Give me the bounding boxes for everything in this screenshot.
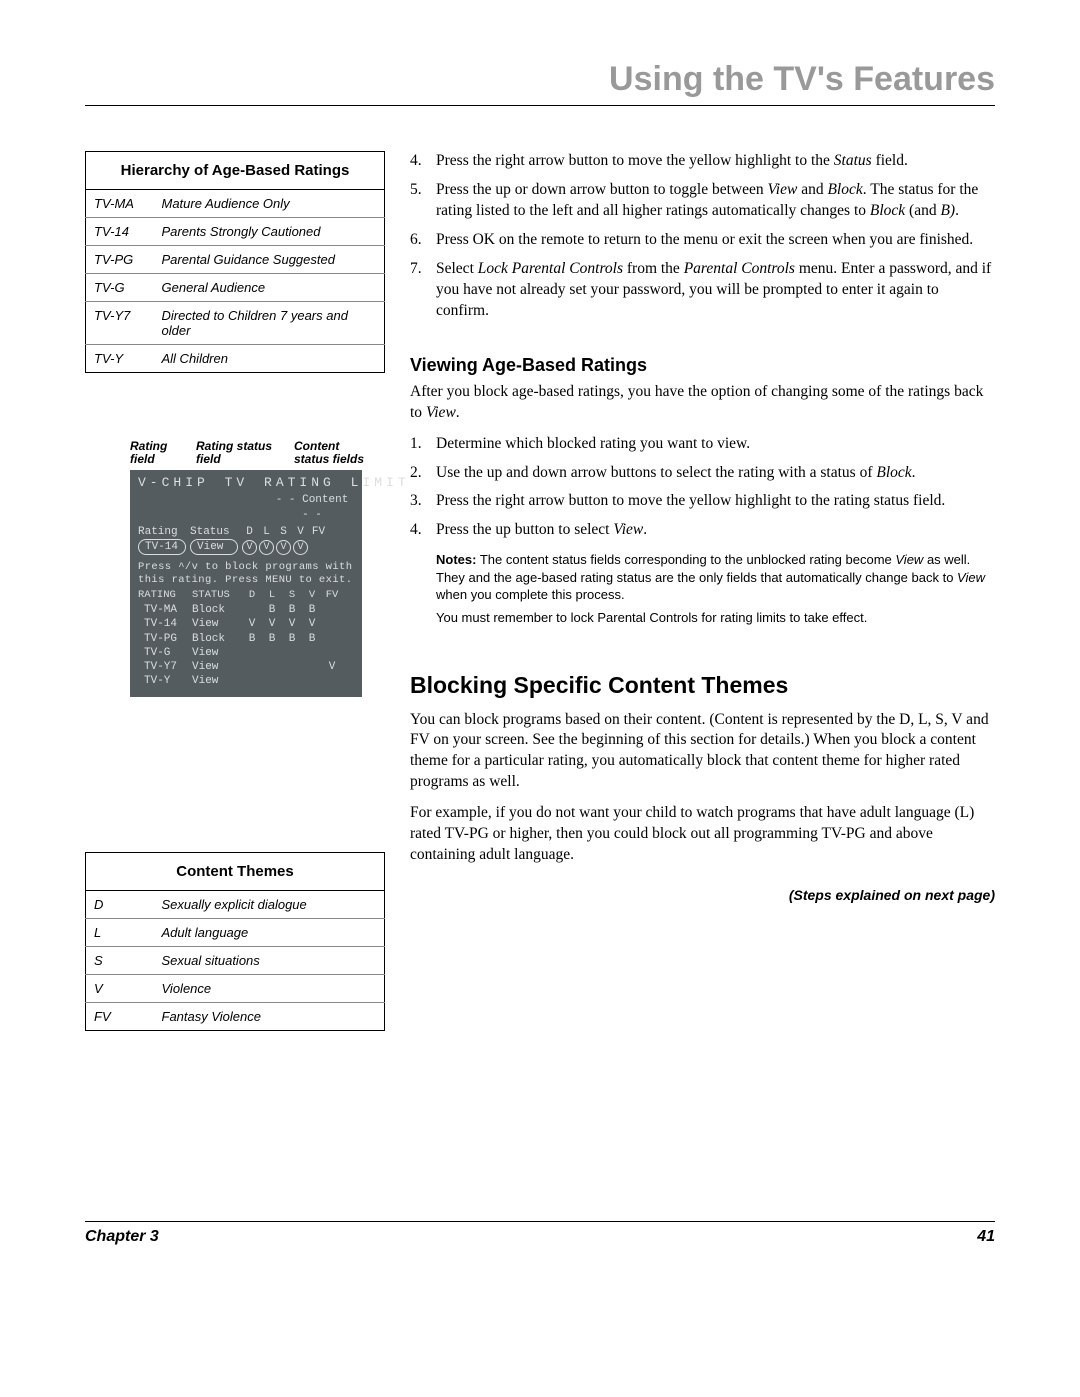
step-item: 4. Press the right arrow button to move … xyxy=(410,151,995,172)
horizontal-rule xyxy=(85,105,995,106)
table-header: Hierarchy of Age-Based Ratings xyxy=(86,152,385,190)
step-item: 4. Press the up button to select View. xyxy=(410,520,995,541)
diagram-label: Rating field xyxy=(130,440,186,466)
hierarchy-table: Hierarchy of Age-Based Ratings TV-MAMatu… xyxy=(85,151,385,373)
notes-block: Notes: The content status fields corresp… xyxy=(436,551,995,626)
table-row: TV-PGParental Guidance Suggested xyxy=(86,246,385,274)
step-item: 3. Press the right arrow button to move … xyxy=(410,491,995,512)
paragraph: After you block age-based ratings, you h… xyxy=(410,382,995,424)
paragraph: You can block programs based on their co… xyxy=(410,710,995,794)
table-row: TV-14Parents Strongly Cautioned xyxy=(86,218,385,246)
steps-continued-note: (Steps explained on next page) xyxy=(410,886,995,905)
table-row: VViolence xyxy=(86,974,385,1002)
vchip-screen: V-CHIP TV RATING LIMIT - - Content - - R… xyxy=(130,470,362,696)
table-row: TV-YAll Children xyxy=(86,345,385,373)
table-row: TV-GGeneral Audience xyxy=(86,274,385,302)
table-row: DSexually explicit dialogue xyxy=(86,890,385,918)
steps-list: 4. Press the right arrow button to move … xyxy=(410,151,995,321)
vchip-selected-status: View xyxy=(190,539,238,555)
steps-list: 1. Determine which blocked rating you wa… xyxy=(410,434,995,542)
step-item: 5. Press the up or down arrow button to … xyxy=(410,180,995,222)
footer-chapter: Chapter 3 xyxy=(85,1228,159,1246)
table-header: Content Themes xyxy=(86,852,385,890)
vchip-row: TV-PGBlockBBBB xyxy=(138,632,354,646)
vchip-row: TV-Y7ViewV xyxy=(138,660,354,674)
step-item: 7. Select Lock Parental Controls from th… xyxy=(410,259,995,322)
step-item: 1. Determine which blocked rating you wa… xyxy=(410,434,995,455)
table-row: LAdult language xyxy=(86,918,385,946)
content-themes-table: Content Themes DSexually explicit dialog… xyxy=(85,852,385,1031)
vchip-row: TV-MABlockBBB xyxy=(138,603,354,617)
diagram-label: Rating status field xyxy=(196,440,284,466)
table-row: FVFantasy Violence xyxy=(86,1002,385,1030)
table-row: TV-Y7Directed to Children 7 years and ol… xyxy=(86,302,385,345)
vchip-row: TV-14ViewVVVV xyxy=(138,617,354,631)
section-heading: Viewing Age-Based Ratings xyxy=(410,353,995,377)
vchip-selected-rating: TV-14 xyxy=(138,539,186,555)
vchip-diagram: Rating field Rating status field Content… xyxy=(85,440,385,697)
footer-page-number: 41 xyxy=(977,1228,995,1246)
section-heading: Blocking Specific Content Themes xyxy=(410,670,995,701)
vchip-row: TV-GView xyxy=(138,646,354,660)
table-row: SSexual situations xyxy=(86,946,385,974)
paragraph: For example, if you do not want your chi… xyxy=(410,803,995,866)
diagram-label: Content status fields xyxy=(294,440,374,466)
page-title: Using the TV's Features xyxy=(85,60,995,99)
vchip-title: V-CHIP TV RATING LIMIT xyxy=(138,475,354,492)
vchip-row: TV-YView xyxy=(138,674,354,688)
table-row: TV-MAMature Audience Only xyxy=(86,190,385,218)
step-item: 6. Press OK on the remote to return to t… xyxy=(410,230,995,251)
step-item: 2. Use the up and down arrow buttons to … xyxy=(410,463,995,484)
vchip-content-label: - - Content - - xyxy=(270,493,354,522)
